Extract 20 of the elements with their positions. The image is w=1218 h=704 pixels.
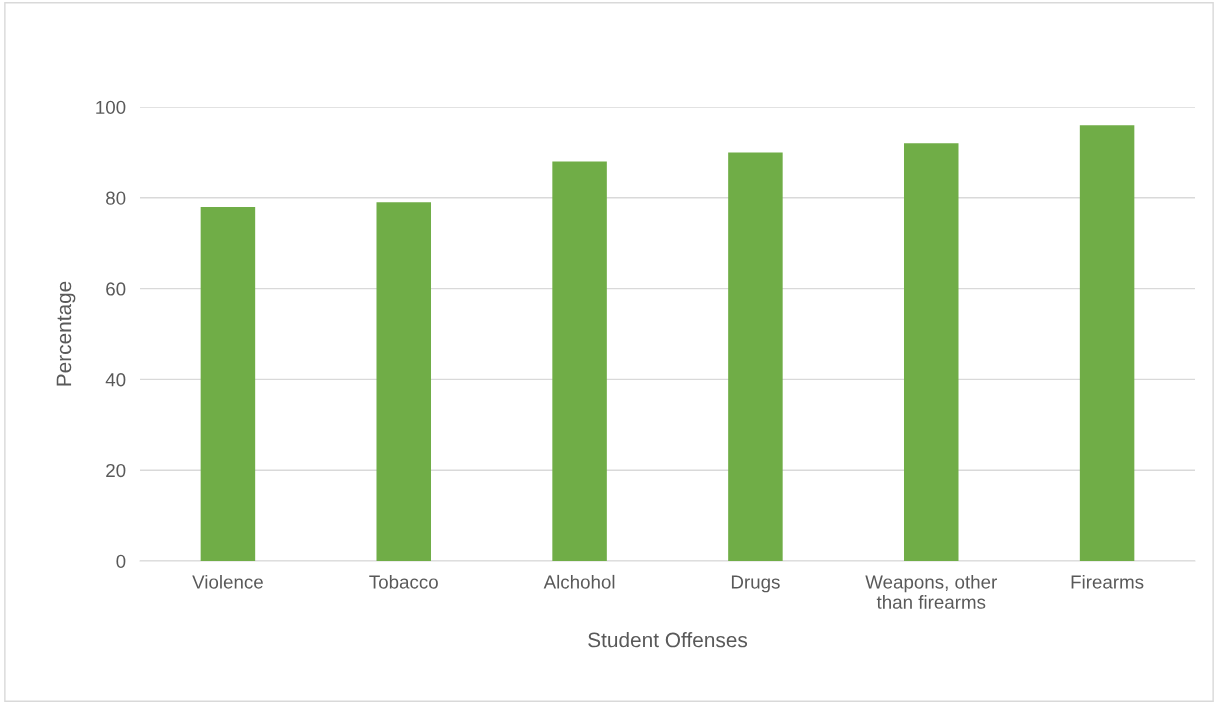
bar [376,202,431,561]
x-tick-label: Tobacco [369,574,438,589]
y-tick-label: 20 [106,463,126,478]
x-tick-label: Weapons, other than firearms [865,574,997,609]
y-tick-label: 40 [105,373,126,387]
y-tick-label: 80 [106,191,126,205]
x-axis-title: Student Offenses [588,632,748,648]
bar [200,206,256,561]
y-tick-label: 100 [96,100,126,114]
y-tick-label: 60 [106,282,126,296]
x-tick-label: Violence [192,574,263,589]
y-axis-title: Percentage [56,281,76,386]
y-tick-label: 0 [116,554,126,568]
x-tick-label: Drugs [731,575,780,593]
bar [728,152,783,561]
bar [904,143,959,561]
bar [1079,125,1135,561]
bar [552,161,607,561]
x-tick-label: Firearms [1071,574,1144,589]
x-tick-label: Alchohol [543,574,615,589]
